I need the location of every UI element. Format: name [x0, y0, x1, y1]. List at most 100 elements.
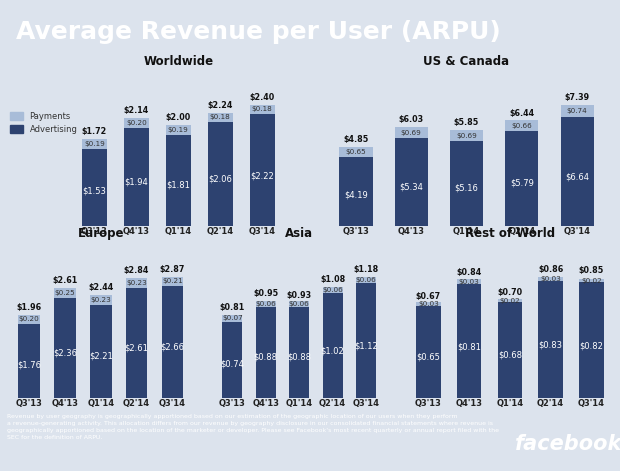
Title: Europe: Europe [78, 227, 124, 240]
Text: $0.85: $0.85 [579, 267, 604, 276]
Text: $0.23: $0.23 [91, 297, 111, 303]
Title: Worldwide: Worldwide [143, 55, 213, 68]
Text: $0.03: $0.03 [418, 301, 439, 307]
Text: $2.22: $2.22 [250, 171, 274, 180]
Bar [416, 302, 441, 306]
Bar [124, 118, 149, 128]
Text: $1.18: $1.18 [353, 265, 379, 274]
Bar [162, 276, 184, 285]
Bar [289, 308, 309, 398]
Title: Rest of World: Rest of World [465, 227, 555, 240]
Text: $2.00: $2.00 [166, 113, 191, 122]
Bar [505, 120, 538, 131]
Bar [505, 131, 538, 226]
Bar [579, 282, 604, 398]
Bar [339, 157, 373, 226]
Text: $0.83: $0.83 [539, 341, 563, 350]
Title: Asia: Asia [285, 227, 313, 240]
Text: $0.18: $0.18 [210, 114, 231, 121]
Bar [579, 279, 604, 282]
Bar [395, 127, 428, 138]
Bar [18, 324, 40, 398]
Text: $4.19: $4.19 [344, 191, 368, 200]
Bar [250, 114, 275, 226]
Text: $6.03: $6.03 [399, 115, 424, 124]
Text: $0.25: $0.25 [55, 290, 75, 296]
Text: $0.06: $0.06 [289, 301, 309, 308]
Text: $1.08: $1.08 [320, 275, 345, 284]
Bar [450, 130, 483, 141]
Text: $0.06: $0.06 [356, 276, 376, 283]
Bar [208, 113, 232, 122]
Bar [54, 288, 76, 298]
Bar [450, 141, 483, 226]
Text: $5.16: $5.16 [454, 183, 479, 193]
Bar [166, 135, 191, 226]
Bar [322, 287, 343, 293]
Text: $0.81: $0.81 [219, 303, 245, 312]
Bar [54, 298, 76, 398]
Text: $0.66: $0.66 [512, 122, 532, 129]
Text: $0.81: $0.81 [458, 342, 481, 351]
Bar [498, 299, 522, 302]
Text: $0.74: $0.74 [220, 359, 244, 368]
Text: $0.20: $0.20 [19, 317, 40, 322]
Bar [457, 279, 482, 284]
Text: $7.39: $7.39 [565, 93, 590, 102]
Text: $1.53: $1.53 [82, 187, 106, 196]
Text: $2.40: $2.40 [249, 93, 275, 102]
Text: $0.74: $0.74 [567, 108, 588, 114]
Text: $0.88: $0.88 [254, 353, 278, 362]
Bar [162, 285, 184, 398]
Bar [222, 322, 242, 398]
Text: $1.94: $1.94 [125, 178, 148, 187]
Bar [322, 293, 343, 398]
Text: $0.68: $0.68 [498, 350, 522, 359]
Text: $1.72: $1.72 [82, 128, 107, 137]
Bar [126, 288, 148, 398]
Text: $2.84: $2.84 [124, 266, 149, 275]
Bar [457, 284, 482, 398]
Text: $5.34: $5.34 [399, 182, 423, 191]
Text: $0.67: $0.67 [416, 292, 441, 301]
Bar [82, 139, 107, 149]
Text: $0.03: $0.03 [459, 278, 480, 284]
Bar [339, 146, 373, 157]
Text: $0.06: $0.06 [322, 287, 343, 293]
Text: $0.03: $0.03 [540, 276, 561, 282]
Text: $0.95: $0.95 [253, 289, 278, 298]
Text: $2.87: $2.87 [160, 265, 185, 274]
Text: $0.65: $0.65 [417, 352, 440, 361]
Text: $0.02: $0.02 [581, 278, 602, 284]
Text: $5.85: $5.85 [454, 118, 479, 127]
Bar [560, 105, 594, 117]
Text: Average Revenue per User (ARPU): Average Revenue per User (ARPU) [16, 20, 500, 44]
Bar [395, 138, 428, 226]
Bar [289, 301, 309, 308]
Bar [124, 128, 149, 226]
Text: $0.93: $0.93 [286, 291, 312, 300]
Bar [222, 315, 242, 322]
Bar [82, 149, 107, 226]
Text: $1.96: $1.96 [17, 303, 42, 312]
Legend: Payments, Advertising: Payments, Advertising [11, 112, 78, 134]
Title: US & Canada: US & Canada [423, 55, 510, 68]
Bar [166, 125, 191, 135]
Text: $2.21: $2.21 [89, 351, 113, 360]
Text: $0.21: $0.21 [162, 278, 183, 284]
Text: $0.82: $0.82 [580, 341, 603, 350]
Text: $0.20: $0.20 [126, 120, 147, 126]
Text: $0.84: $0.84 [456, 268, 482, 277]
Bar [560, 117, 594, 226]
Text: $2.24: $2.24 [208, 101, 233, 110]
Text: $2.06: $2.06 [208, 175, 232, 184]
Text: $0.65: $0.65 [345, 149, 366, 155]
Text: $0.23: $0.23 [126, 280, 147, 286]
Text: $2.44: $2.44 [88, 283, 113, 292]
Text: $1.02: $1.02 [321, 346, 345, 355]
Text: $2.61: $2.61 [125, 344, 149, 353]
Bar [498, 302, 522, 398]
Bar [538, 276, 563, 281]
Bar [18, 315, 40, 324]
Text: $2.61: $2.61 [52, 276, 78, 285]
